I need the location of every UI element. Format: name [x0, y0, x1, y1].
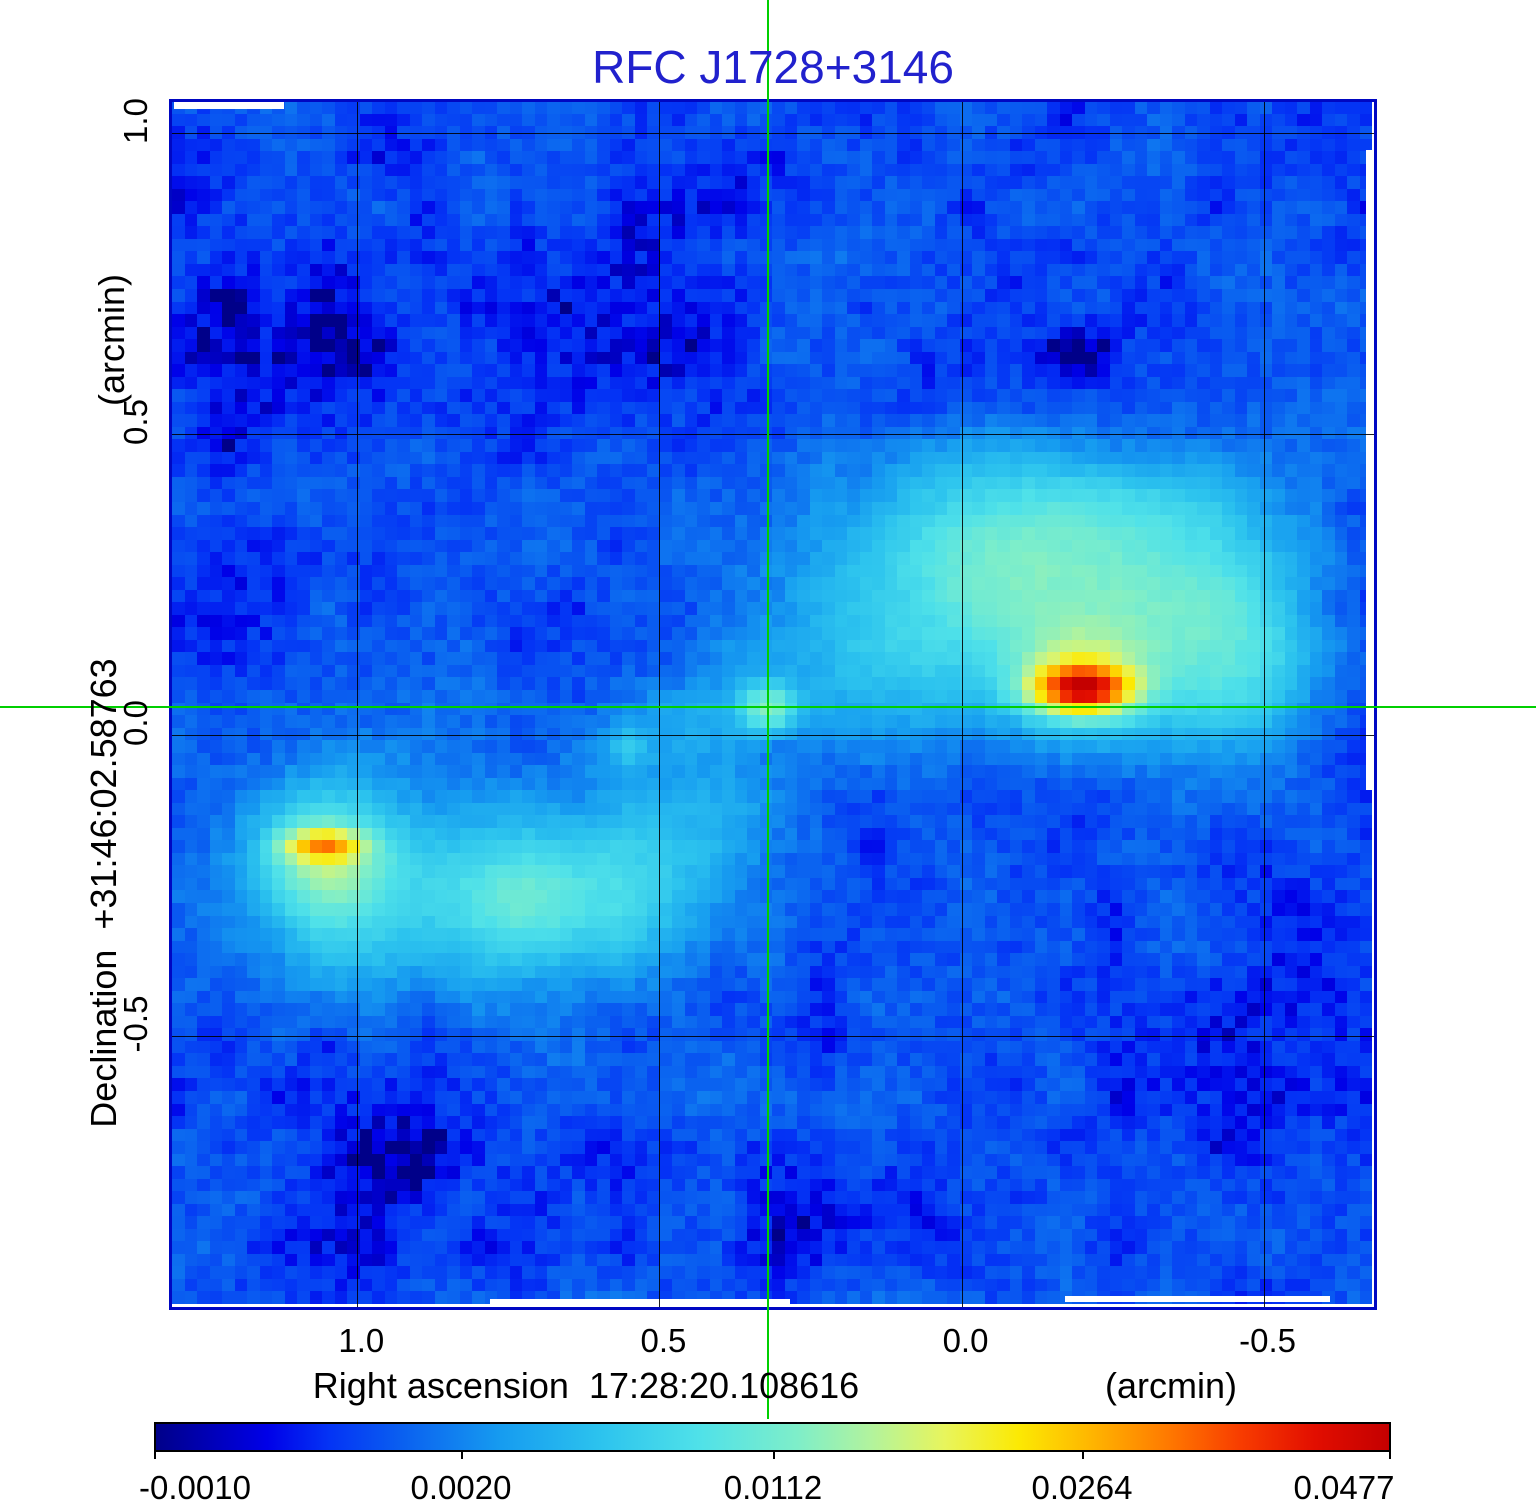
- colorbar-tick-label-0.0264: 0.0264: [1031, 1469, 1133, 1506]
- x-tick-label--0.5: -0.5: [1239, 1322, 1297, 1359]
- x-tick-label-1.0: 1.0: [338, 1322, 385, 1359]
- colorbar-tick-label--0.0010: -0.0010: [139, 1469, 251, 1506]
- grid-line-vertical--0.5: [1264, 100, 1265, 1308]
- image-edge-gap-top-left: [174, 101, 284, 109]
- colorbar-tick-label-0.0112: 0.0112: [723, 1469, 823, 1506]
- colorbar-tick-0.0112: [773, 1452, 775, 1459]
- grid-line-horizontal-0.0: [170, 735, 1376, 736]
- image-edge-gap-right: [1366, 150, 1373, 790]
- grid-line-horizontal-0.5: [170, 434, 1376, 435]
- colorbar-tick-0.0477: [1389, 1452, 1391, 1459]
- x-axis-unit-label: (arcmin): [1105, 1365, 1237, 1406]
- plot-title: RFC J1728+3146: [592, 41, 954, 93]
- colorbar-tick-label-0.0477: 0.0477: [1293, 1469, 1395, 1506]
- plot-frame: [169, 99, 1377, 1310]
- y-tick-label--0.5: -0.5: [117, 995, 154, 1053]
- y-tick-label-0.5: 0.5: [117, 399, 154, 445]
- grid-line-vertical-1.0: [357, 100, 358, 1308]
- image-edge-gap-bottom-left: [490, 1299, 790, 1305]
- x-axis-label: Right ascension 17:28:20.108616: [312, 1365, 860, 1406]
- y-tick-label-0.0: 0.0: [117, 700, 154, 746]
- grid-line-horizontal--0.5: [170, 1036, 1376, 1037]
- colorbar-tick-0.0264: [1082, 1452, 1084, 1459]
- grid-line-vertical-0.0: [962, 100, 963, 1308]
- colorbar-gradient: [154, 1422, 1391, 1452]
- colorbar-tick-0.0020: [461, 1452, 463, 1459]
- colorbar-tick-label-0.0020: 0.0020: [410, 1469, 512, 1506]
- x-tick-label-0.5: 0.5: [640, 1322, 687, 1359]
- crosshair-horizontal-line: [0, 706, 1536, 708]
- colorbar-tick--0.0010: [154, 1452, 156, 1459]
- grid-line-horizontal-1.0: [170, 133, 1376, 134]
- radio-intensity-heatmap: [172, 101, 1372, 1304]
- x-tick-label-0.0: 0.0: [942, 1322, 989, 1359]
- grid-line-vertical-0.5: [659, 100, 660, 1308]
- image-edge-gap-bottom-right: [1065, 1296, 1330, 1302]
- crosshair-vertical-line: [767, 0, 769, 1419]
- y-tick-label-1.0: 1.0: [117, 98, 154, 144]
- y-axis-unit-label: (arcmin): [91, 274, 132, 406]
